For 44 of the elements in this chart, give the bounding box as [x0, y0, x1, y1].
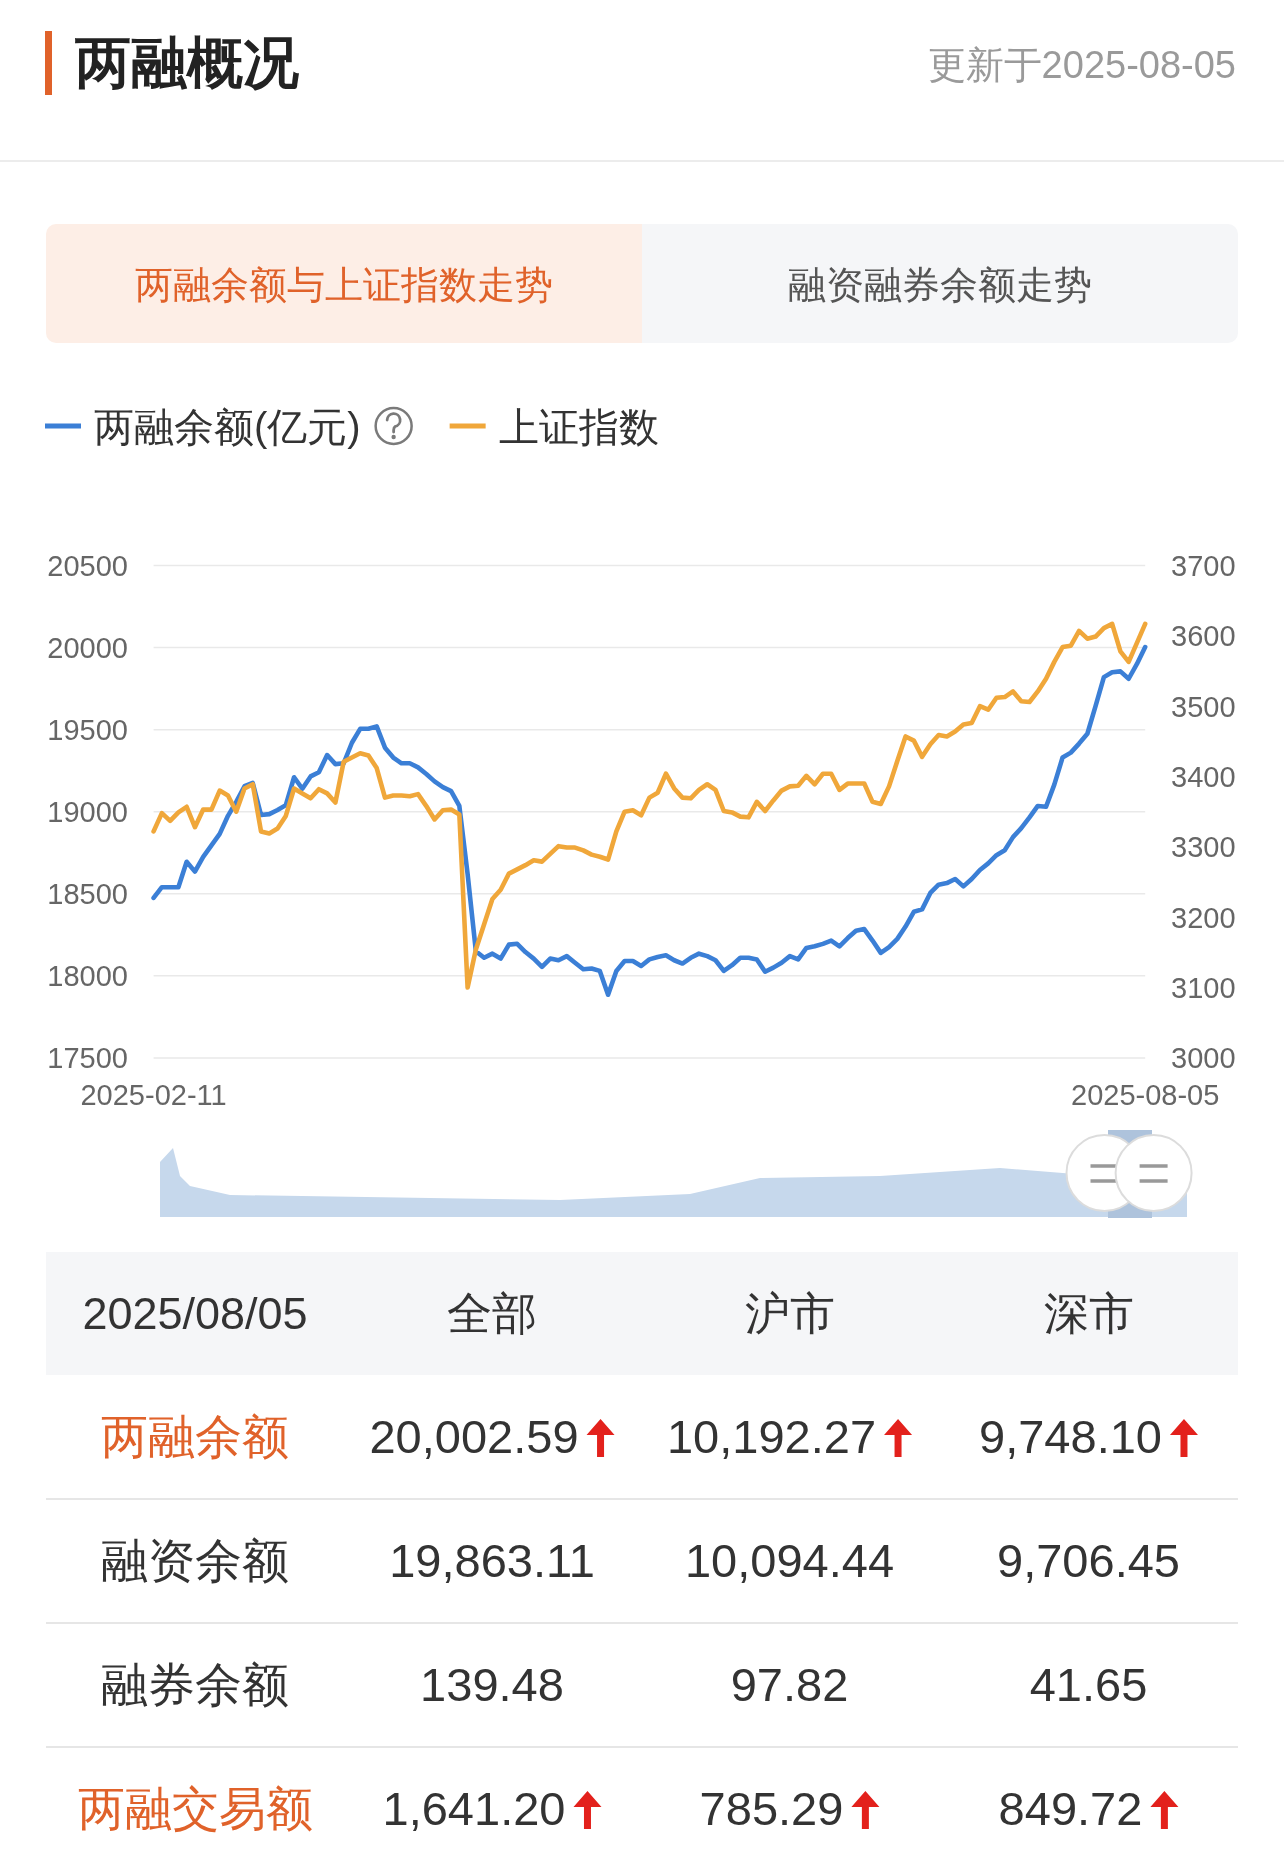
y-tick-label: 19500: [47, 714, 128, 747]
y2-tick-label: 3500: [1171, 690, 1236, 723]
text: 9,748.10: [979, 1410, 1162, 1464]
header: 两融概况 更新于2025-08-05: [0, 31, 1284, 162]
text: 沪市: [744, 1288, 835, 1340]
chart-title: 两融概况: [74, 31, 299, 94]
text: 19,863.11: [389, 1534, 595, 1588]
text: 849.72: [998, 1782, 1143, 1836]
text: 融资余额: [101, 1534, 289, 1588]
y2-tick-label: 3200: [1171, 901, 1236, 934]
y-tick-label: 18500: [47, 878, 128, 911]
y2-tick-label: 3000: [1171, 1042, 1236, 1075]
y2-tick-label: 3400: [1171, 761, 1236, 794]
text: 785.29: [699, 1782, 844, 1836]
x-tick-label: 2025-02-11: [80, 1079, 227, 1111]
text: 41.65: [1029, 1658, 1148, 1712]
y2-tick-label: 3700: [1171, 550, 1236, 582]
y2-tick-label: 3600: [1171, 620, 1236, 653]
legend-label: 上证指数: [498, 405, 659, 449]
chart-subtitle: 更新于2025-08-05: [927, 44, 1236, 86]
text: 97.82: [730, 1658, 849, 1712]
text: 全部: [447, 1288, 537, 1340]
text: 139.48: [420, 1658, 564, 1712]
y-tick-label: 19000: [47, 796, 128, 829]
tab: 两融余额与上证指数走势: [46, 224, 642, 343]
text: 2025/08/05: [82, 1288, 308, 1340]
y2-tick-label: 3100: [1171, 972, 1236, 1005]
y-tick-label: 20000: [47, 632, 128, 665]
y-tick-label: 18000: [47, 960, 128, 993]
tab: 融资融券余额走势: [642, 224, 1238, 343]
text: 融券余额: [101, 1658, 289, 1712]
text: 两融交易额: [77, 1782, 313, 1836]
legend-label: 两融余额(亿元): [94, 405, 361, 449]
y2-tick-label: 3300: [1171, 831, 1236, 864]
x-tick-label: 2025-08-05: [1071, 1079, 1220, 1111]
text: 20,002.59: [369, 1410, 579, 1464]
y-tick-label: 20500: [47, 550, 128, 582]
y-tick-label: 17500: [47, 1042, 128, 1075]
text: 深市: [1043, 1288, 1134, 1340]
text: 1,641.20: [382, 1782, 566, 1836]
text: 两融余额: [101, 1410, 289, 1464]
text: 9,706.45: [997, 1534, 1180, 1588]
text: 10,094.44: [684, 1534, 895, 1588]
text: 10,192.27: [666, 1410, 877, 1464]
